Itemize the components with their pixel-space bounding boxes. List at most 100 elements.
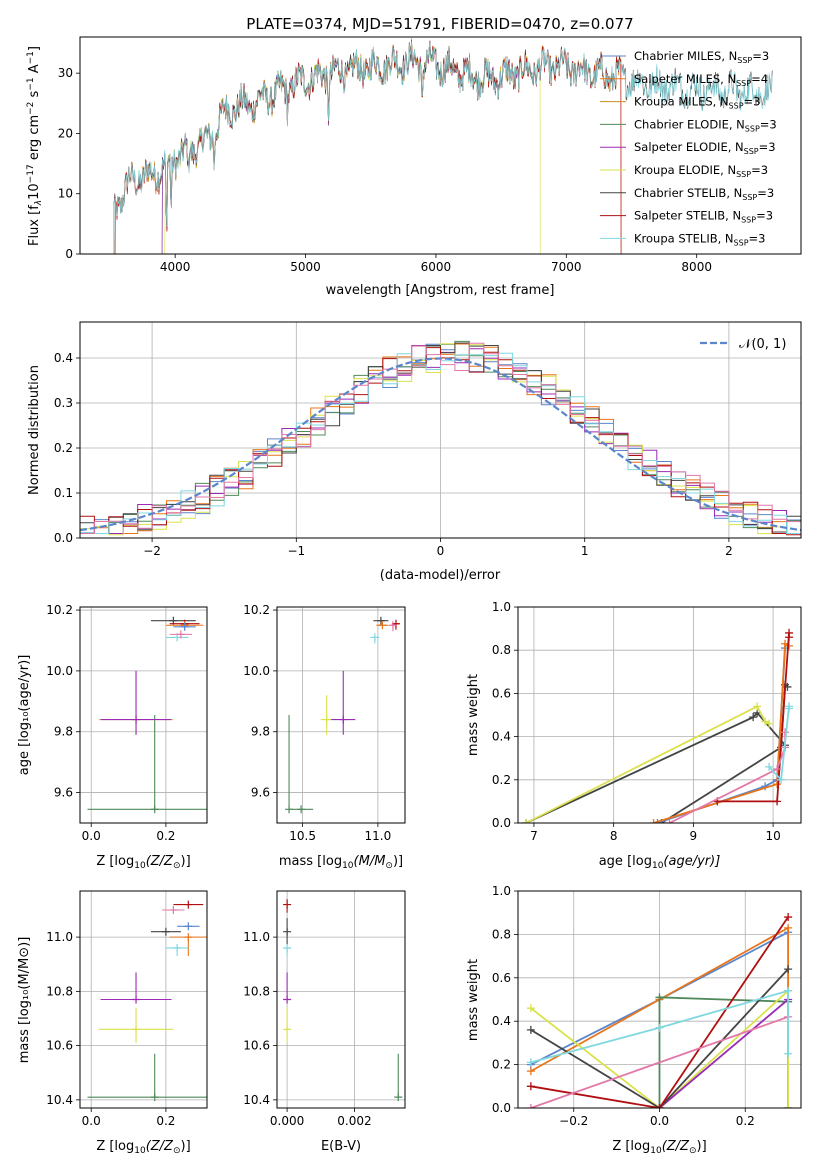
data-point <box>132 715 141 724</box>
plot-area <box>526 913 793 1108</box>
data-point <box>526 1025 535 1034</box>
data-point <box>132 995 141 1004</box>
data-point <box>388 621 397 630</box>
x-tick-label: 0.0 <box>82 1114 101 1128</box>
data-point <box>180 622 189 631</box>
x-axis-label: wavelength [Angstrom, rest frame] <box>326 283 555 298</box>
plot-area <box>80 340 801 536</box>
data-point <box>765 762 774 771</box>
data-point <box>150 1093 159 1102</box>
y-axis-label: Flux [fλ10−17 erg cm−2 s−1 A−1] <box>26 46 44 246</box>
data-point <box>150 805 159 814</box>
data-point <box>184 922 193 931</box>
x-tick-label: 0.2 <box>156 829 175 843</box>
data-point <box>283 1025 292 1034</box>
data-point <box>784 923 793 932</box>
data-point <box>394 1093 403 1102</box>
y-tick-label: 9.8 <box>251 725 270 739</box>
x-tick-label: −0.2 <box>559 1114 588 1128</box>
age-vs-z-chart: 0.0 0.2 9.6 9.8 10.0 10.2 Z [log10(Z/Z⊙)] age [… <box>17 603 208 871</box>
data-point <box>376 616 385 625</box>
x-axis-label: Z [log10(Z/Z⊙)] <box>612 1139 706 1156</box>
data-point <box>784 913 793 922</box>
x-tick-label: 5000 <box>290 260 321 274</box>
data-point <box>655 993 664 1002</box>
legend-label: Chabrier STELIB, NSSP=3 <box>634 186 774 202</box>
plot-area <box>285 616 400 814</box>
data-point <box>283 995 292 1004</box>
data-point <box>339 715 348 724</box>
data-point <box>749 713 758 722</box>
weight-line <box>530 989 789 1064</box>
legend-label: Salpeter ELODIE, NSSP=3 <box>634 140 776 156</box>
x-axis-label: E(B-V) <box>321 1139 361 1154</box>
data-point <box>184 900 193 909</box>
data-point <box>283 943 292 952</box>
legend-label: Kroupa STELIB, NSSP=3 <box>634 231 765 247</box>
y-axis-label: mass [log₁₀(M/M⊙)] <box>17 937 32 1064</box>
data-point <box>785 633 794 642</box>
data-point <box>773 780 782 789</box>
axes-frame <box>276 890 406 1109</box>
residuals-chart: −2 −1 0 1 2 0.0 0.1 0.2 0.3 0.4 (data-model)/error… <box>27 321 802 583</box>
x-tick-label: 10.5 <box>289 829 316 843</box>
data-point <box>161 927 170 936</box>
y-tick-label: 11.0 <box>243 930 270 944</box>
x-tick-label: 10 <box>765 829 780 843</box>
y-tick-label: 10.6 <box>243 1039 270 1053</box>
plot-area <box>521 628 794 823</box>
spectrum-line <box>161 40 541 254</box>
data-point <box>370 633 379 642</box>
y-tick-label: 0.6 <box>492 971 511 985</box>
y-tick-label: 20 <box>58 126 73 140</box>
legend-label: Chabrier MILES, NSSP=3 <box>634 49 769 65</box>
weight-line <box>669 732 786 823</box>
x-tick-label: 0.2 <box>156 1114 175 1128</box>
spectrum-line <box>161 41 541 254</box>
y-tick-label: 10.8 <box>243 984 270 998</box>
x-tick-label: 7 <box>530 829 538 843</box>
y-tick-label: 0.8 <box>492 927 511 941</box>
y-tick-label: 0.0 <box>492 816 511 830</box>
y-tick-label: 0 <box>65 247 73 261</box>
normal-curve <box>80 357 801 532</box>
axes-frame <box>79 606 208 824</box>
legend-label: Chabrier ELODIE, NSSP=3 <box>634 117 777 133</box>
plot-area <box>87 900 207 1102</box>
y-axis-label: Normed distribution <box>27 365 42 495</box>
y-tick-label: 0.8 <box>492 643 511 657</box>
data-point <box>526 1058 535 1067</box>
y-tick-label: 9.6 <box>54 786 73 800</box>
data-point <box>526 1004 535 1013</box>
axes-frame <box>517 890 802 1109</box>
spectrum-chart: 4000 5000 6000 7000 8000 0 10 20 30 wavelength [A… <box>26 36 802 298</box>
legend-label: Salpeter MILES, NSSP=4 <box>634 72 768 88</box>
data-point <box>169 905 178 914</box>
plot-area <box>113 38 773 254</box>
weight-line <box>525 711 786 823</box>
data-point <box>653 819 662 823</box>
data-point <box>655 1023 664 1032</box>
data-point <box>785 704 794 713</box>
mass-vs-z-chart: 0.0 0.2 10.4 10.6 10.8 11.0 Z [log10(Z/Z⊙)] mas… <box>17 890 208 1156</box>
mass-vs-ebv-chart: 0.000 0.002 10.4 10.6 10.8 11.0 E(B-V) <box>243 890 406 1154</box>
x-tick-label: 6000 <box>421 260 452 274</box>
y-axis-label: age [log₁₀(age/yr)] <box>17 655 32 776</box>
data-point <box>773 797 782 806</box>
x-tick-label: 9 <box>690 829 698 843</box>
histogram-step <box>80 347 801 536</box>
legend: Chabrier MILES, NSSP=3 Salpeter MILES, NS… <box>600 49 777 247</box>
weight-line <box>653 642 790 823</box>
legend-label: 𝒩(0, 1) <box>739 337 786 352</box>
weight-vs-z-chart: −0.2 0.0 0.2 0.0 0.2 0.4 0.6 0.8 1.0 Z [log10(Z/Z… <box>466 884 802 1156</box>
age-vs-mass-chart: 10.5 11.0 9.6 9.8 10.0 10.2 mass [log10(M/M⊙)] <box>243 603 406 871</box>
data-point <box>777 775 786 784</box>
data-point <box>649 819 658 823</box>
y-tick-label: 10.2 <box>46 603 73 617</box>
x-tick-label: −1 <box>287 544 305 558</box>
x-tick-label: 2 <box>725 544 733 558</box>
data-point <box>176 630 185 639</box>
data-point <box>655 1104 664 1108</box>
y-tick-label: 0.2 <box>492 1058 511 1072</box>
spectrum-line <box>113 40 622 254</box>
